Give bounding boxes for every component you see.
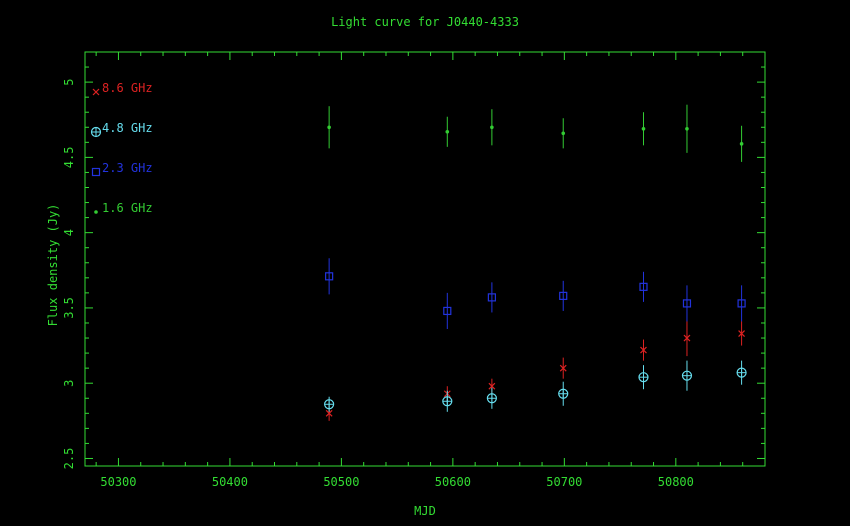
data-point xyxy=(685,126,689,131)
data-point xyxy=(487,293,496,302)
legend-label: 1.6 GHz xyxy=(102,201,153,215)
data-point xyxy=(325,272,334,281)
data-point xyxy=(638,372,649,383)
y-tick-label: 4.5 xyxy=(62,147,76,169)
legend-marker xyxy=(90,126,102,138)
legend-label: 8.6 GHz xyxy=(102,81,153,95)
y-tick-label: 2.5 xyxy=(62,448,76,470)
data-point xyxy=(488,382,496,390)
legend: 8.6 GHz 4.8 GHz 2.3 GHz 1.6 GHz xyxy=(90,81,153,215)
data-point xyxy=(442,396,453,407)
data-point xyxy=(486,393,497,404)
y-tick-label: 4 xyxy=(62,229,76,236)
data-point xyxy=(443,306,452,316)
data-point xyxy=(739,142,744,146)
data-point xyxy=(738,330,746,337)
plot-frame xyxy=(84,51,766,467)
data-point xyxy=(683,334,691,342)
data-point xyxy=(561,131,566,136)
data-point xyxy=(639,282,648,291)
data-point xyxy=(558,388,569,399)
axis-ticks: 50300 50400 50500 50600 50700 50800 2.5 3 3.5 4 4.… xyxy=(62,51,766,489)
data-point xyxy=(327,125,331,130)
legend-label: 2.3 GHz xyxy=(102,161,153,175)
data-point xyxy=(325,409,333,417)
data-point xyxy=(641,126,646,131)
x-tick-label: 50400 xyxy=(212,475,248,489)
x-tick-label: 50800 xyxy=(658,475,694,489)
data-point xyxy=(736,367,747,378)
x-tick-label: 50600 xyxy=(435,475,471,489)
data-point xyxy=(324,399,335,410)
x-axis-label: MJD xyxy=(414,504,436,518)
y-axis-label: Flux density (Jy) xyxy=(46,204,60,327)
y-tick-label: 3.5 xyxy=(62,297,76,319)
data-point xyxy=(737,299,746,308)
y-tick-label: 3 xyxy=(62,380,76,387)
y-tick-label: 5 xyxy=(62,78,76,85)
x-tick-label: 50500 xyxy=(323,475,359,489)
series-1-6-ghz xyxy=(327,104,744,162)
x-tick-label: 50700 xyxy=(546,475,582,489)
data-point xyxy=(490,125,494,130)
data-point xyxy=(559,291,568,300)
x-tick-label: 50300 xyxy=(100,475,136,489)
legend-marker xyxy=(94,210,98,214)
series-2-3-ghz xyxy=(325,258,746,330)
data-point xyxy=(640,346,647,354)
data-point xyxy=(681,370,693,381)
data-point xyxy=(445,129,450,134)
legend-marker xyxy=(92,88,100,96)
data-marks xyxy=(324,104,747,421)
series-4-8-ghz xyxy=(324,360,747,412)
legend-marker xyxy=(91,167,101,177)
data-point xyxy=(559,364,567,372)
chart-title: Light curve for J0440-4333 xyxy=(331,15,519,29)
legend-label: 4.8 GHz xyxy=(102,121,153,135)
data-point xyxy=(682,299,692,308)
